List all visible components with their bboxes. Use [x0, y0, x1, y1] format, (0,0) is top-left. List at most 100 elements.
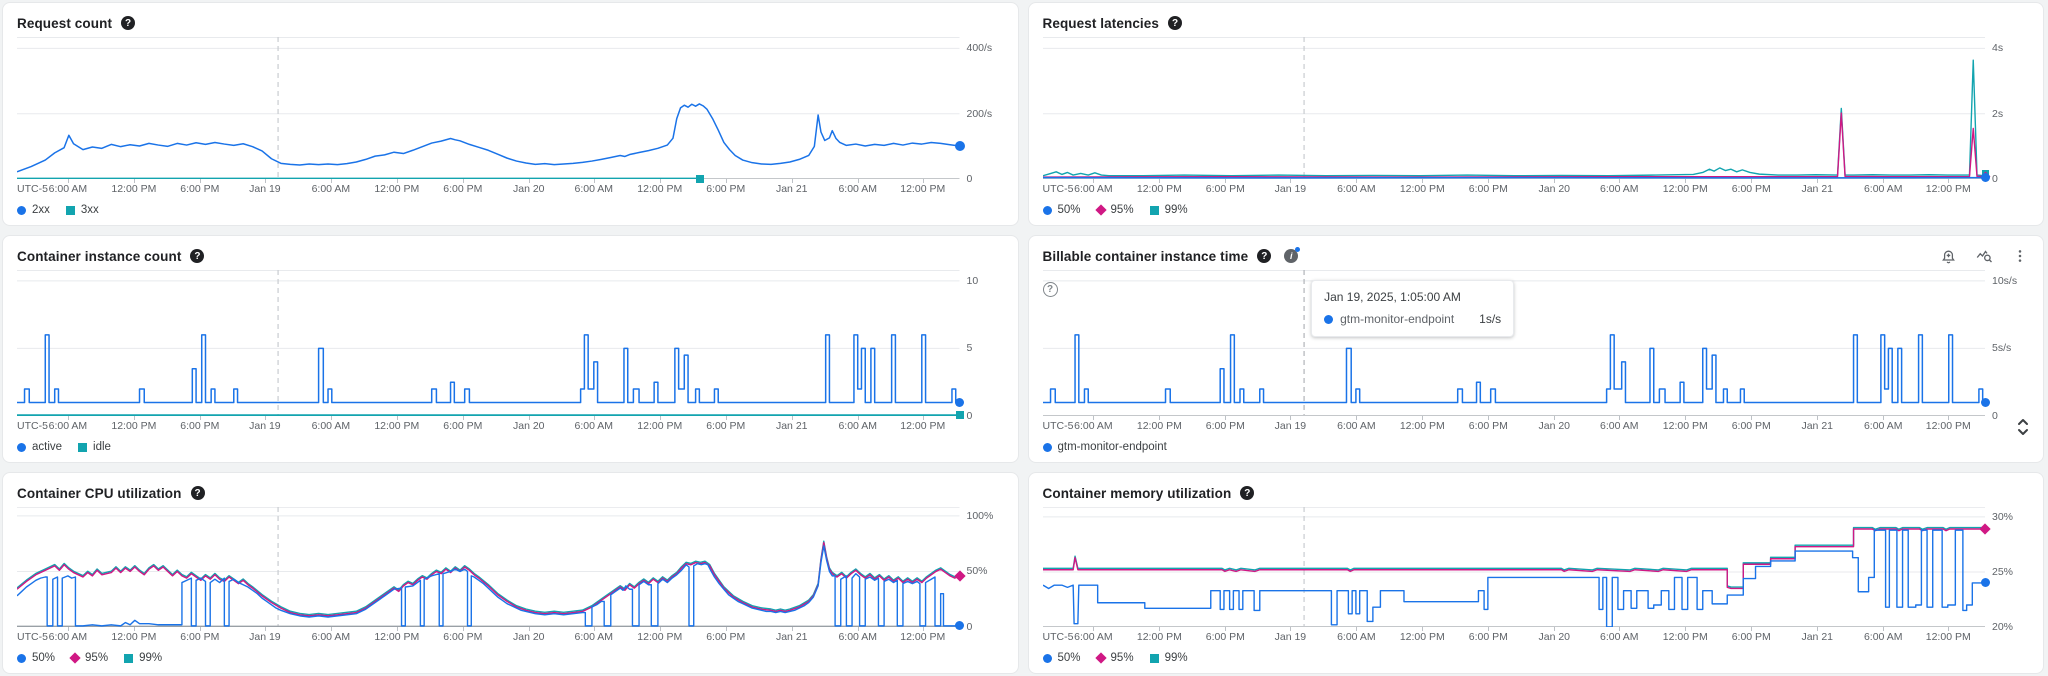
- x-axis-labels: UTC-5 6:00 AM 12:00 PM 6:00 PM Jan 19 6:00 AM…: [1043, 179, 1986, 196]
- timezone-label: UTC-5: [17, 183, 48, 195]
- legend-item-99-[interactable]: 99%: [1149, 652, 1188, 664]
- x-axis-labels: UTC-5 6:00 AM 12:00 PM 6:00 PM Jan 19 6:00 AM…: [1043, 627, 1986, 644]
- legend-item-2xx[interactable]: 2xx: [17, 204, 50, 216]
- series-end-marker-idle: [955, 411, 964, 420]
- x-tick-mark: [396, 179, 398, 183]
- legend-item-95-[interactable]: 95%: [1094, 204, 1134, 216]
- x-tick-mark: [1948, 627, 1950, 631]
- help-icon[interactable]: ?: [190, 486, 205, 500]
- x-tick-label: 6:00 AM: [574, 183, 614, 195]
- x-tick-label: 12:00 PM: [1399, 631, 1445, 643]
- chart-canvas: [1043, 270, 1986, 416]
- legend-item-50-[interactable]: 50%: [1042, 652, 1081, 664]
- info-badge-dot: [1295, 247, 1301, 252]
- legend-diamond-icon: [1094, 204, 1107, 216]
- x-tick-mark: [1422, 179, 1424, 183]
- legend-square-icon: [65, 205, 75, 215]
- series-line-95%: [1043, 113, 1986, 177]
- plot-area[interactable]: [17, 37, 965, 183]
- hover-help-icon[interactable]: ?: [1042, 282, 1058, 297]
- series-end-marker-active: [955, 397, 964, 407]
- y-tick-label: 0: [966, 173, 973, 185]
- tooltip-value: 1s/s: [1479, 312, 1502, 326]
- legend-item-gtm-monitor-endpoint[interactable]: gtm-monitor-endpoint: [1042, 441, 1167, 453]
- x-tick-label: 6:00 AM: [838, 183, 877, 195]
- x-tick-label: 6:00 AM: [48, 420, 88, 432]
- x-tick-mark: [330, 627, 332, 631]
- legend-item-99-[interactable]: 99%: [124, 652, 162, 664]
- legend-item-99-[interactable]: 99%: [1149, 204, 1188, 216]
- help-icon[interactable]: ?: [1240, 486, 1255, 500]
- info-icon[interactable]: i: [1284, 247, 1301, 263]
- legend-label: 2xx: [32, 204, 50, 216]
- legend-circle-icon: [17, 653, 26, 663]
- x-tick-label: 6:00 PM: [180, 631, 220, 643]
- expand-collapse-chevrons-icon[interactable]: [2015, 416, 2033, 438]
- chart-toolbar: [1939, 247, 2029, 265]
- legend-label: 95%: [1110, 652, 1134, 664]
- legend-label: 95%: [1110, 204, 1134, 216]
- x-tick-mark: [1290, 179, 1292, 183]
- chart-legend: 50% 95% 99%: [17, 647, 1006, 669]
- x-tick-mark: [1619, 179, 1621, 183]
- x-tick-mark: [1356, 627, 1358, 631]
- plot-area[interactable]: [1043, 37, 1990, 183]
- x-tick-label: 6:00 AM: [1863, 631, 1903, 643]
- series-line-gtm-monitor-endpoint: [1043, 335, 1986, 403]
- x-tick-mark: [264, 179, 266, 183]
- plot-area[interactable]: ? Jan 19, 2025, 1:05:00 AM gtm-monitor-e…: [1042, 270, 1990, 416]
- legend-item-idle[interactable]: idle: [78, 441, 111, 453]
- plot-area[interactable]: [17, 507, 966, 631]
- create-alert-bell-icon[interactable]: [1939, 247, 1957, 265]
- x-tick-mark: [857, 416, 859, 420]
- x-tick-mark: [133, 627, 135, 631]
- x-tick-label: 6:00 AM: [1337, 631, 1376, 643]
- more-options-kebab-icon[interactable]: [2011, 247, 2029, 265]
- card-request-count: Request count ? 400/s 200/s 0 UTC-5 6:00 AM…: [2, 2, 1019, 226]
- x-tick-mark: [1422, 627, 1424, 631]
- card-billable-container-instance-time: Billable container instance time ? i: [1027, 235, 2044, 463]
- x-tick-label: 6:00 AM: [1074, 631, 1113, 643]
- plot-area[interactable]: [1043, 507, 1991, 627]
- legend-item-95-[interactable]: 95%: [1094, 652, 1134, 664]
- y-tick-label: 400/s: [966, 42, 993, 55]
- legend-item-50-[interactable]: 50%: [17, 652, 55, 664]
- card-container-memory-utilization: Container memory utilization ? 30% 25% 20%…: [1027, 472, 2044, 674]
- legend-circle-icon: [1042, 442, 1052, 452]
- timezone-label: UTC-5: [17, 631, 48, 643]
- x-tick-label: Jan 20: [513, 420, 545, 432]
- legend-square-icon: [1149, 653, 1159, 663]
- help-icon[interactable]: ?: [190, 249, 205, 263]
- legend-label: 50%: [1057, 652, 1081, 664]
- x-tick-label: Jan 20: [1538, 420, 1571, 432]
- card-container-cpu-utilization: Container CPU utilization ? 100% 50% 0 UTC…: [2, 472, 1019, 674]
- legend-item-95-[interactable]: 95%: [69, 652, 108, 664]
- legend-item-active[interactable]: active: [17, 441, 62, 453]
- help-icon[interactable]: ?: [1168, 16, 1182, 30]
- x-tick-mark: [1751, 179, 1753, 183]
- x-tick-label: 12:00 PM: [1925, 631, 1971, 643]
- x-tick-mark: [791, 179, 793, 183]
- x-tick-mark: [1685, 179, 1687, 183]
- y-axis-labels: 400/s 200/s 0: [960, 37, 1006, 185]
- x-tick-label: 12:00 PM: [1662, 420, 1708, 432]
- x-tick-label: 12:00 PM: [637, 183, 683, 195]
- x-tick-mark: [133, 179, 135, 183]
- chart-title: Container CPU utilization: [17, 485, 182, 501]
- legend-item-50-[interactable]: 50%: [1042, 204, 1081, 216]
- help-icon[interactable]: ?: [121, 16, 136, 30]
- x-tick-label: 12:00 PM: [1925, 183, 1971, 195]
- x-tick-mark: [593, 179, 595, 183]
- x-tick-mark: [659, 416, 661, 420]
- legend-item-3xx[interactable]: 3xx: [65, 204, 99, 216]
- plot-area[interactable]: [17, 270, 964, 420]
- x-tick-mark: [67, 179, 69, 183]
- help-icon[interactable]: ?: [1257, 249, 1272, 263]
- chart-canvas: [17, 37, 960, 179]
- metrics-explorer-icon[interactable]: [1975, 247, 1993, 265]
- x-tick-mark: [1225, 627, 1227, 631]
- timezone-label: UTC-5: [1042, 420, 1074, 432]
- chart-title: Container instance count: [17, 248, 182, 264]
- x-tick-mark: [725, 179, 727, 183]
- card-request-latencies: Request latencies ? 4s 2s 0 UTC-5 6:00 AM 12…: [1027, 2, 2044, 226]
